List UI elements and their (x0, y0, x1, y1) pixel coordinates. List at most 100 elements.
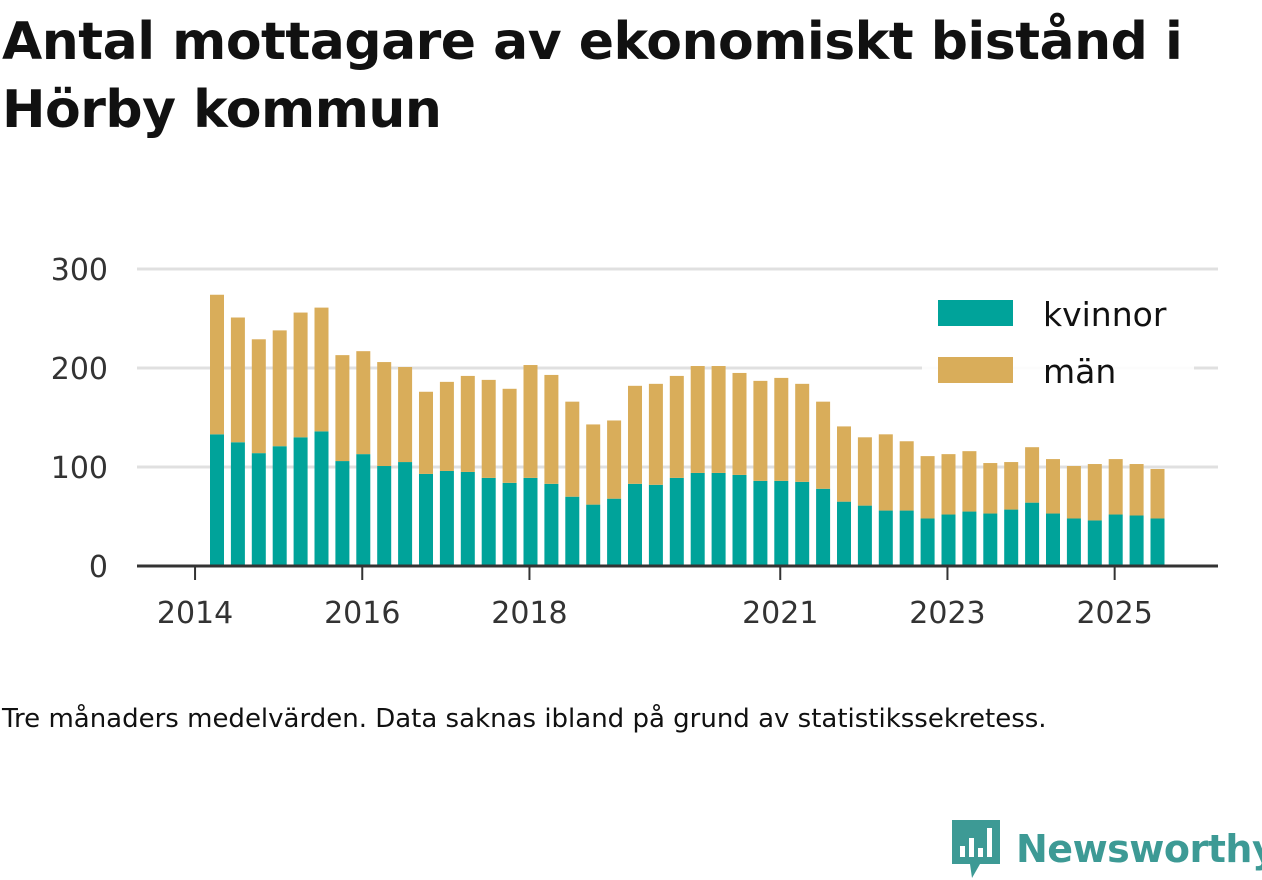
bar-kvinnor (690, 472, 705, 566)
bar-man (586, 424, 601, 505)
bar-kvinnor (628, 483, 642, 566)
chart: 2014 2016 2018 2021 2023 2025 0 100 200 300 kvin… (51, 253, 1218, 631)
bar-kvinnor (962, 511, 977, 566)
bar-kvinnor (523, 477, 538, 566)
bar-kvinnor (669, 477, 684, 566)
bar-kvinnor (335, 461, 350, 566)
bar-man (1004, 462, 1019, 510)
bar-man (460, 375, 475, 472)
bar-kvinnor (983, 513, 998, 566)
legend-label-man: män (1043, 352, 1116, 391)
bar-man (314, 307, 329, 432)
y-tick-label: 300 (51, 253, 108, 288)
bar-man (272, 330, 287, 447)
bar-man (648, 383, 663, 485)
bar-man (356, 351, 371, 455)
bar-man (628, 385, 642, 484)
bar-kvinnor (753, 480, 768, 566)
bar-man (398, 367, 413, 463)
bar-man (857, 437, 872, 506)
bar-man (1087, 464, 1102, 521)
bars (210, 294, 1165, 566)
bar-kvinnor (816, 488, 831, 566)
brand-name: Newsworthy (1016, 827, 1262, 871)
bar-man (795, 383, 810, 482)
x-axis: 2014 2016 2018 2021 2023 2025 (137, 564, 1218, 631)
bar-man (1066, 466, 1081, 519)
chart-title: Antal mottagare av ekonomiskt bistånd i … (2, 12, 1183, 140)
bar-man (837, 426, 851, 502)
bar-kvinnor (1046, 513, 1060, 566)
bar-man (878, 434, 893, 511)
brand-logo[interactable]: Newsworthy (950, 818, 1262, 880)
bar-kvinnor (837, 501, 851, 566)
bar-kvinnor (251, 453, 266, 566)
bar-kvinnor (398, 462, 413, 566)
bar-kvinnor (795, 481, 810, 566)
bar-kvinnor (920, 518, 935, 566)
x-tick-label: 2021 (742, 596, 818, 631)
bar-man (1025, 447, 1040, 503)
bar-man (962, 451, 977, 512)
bar-man (983, 463, 998, 514)
bar-man (732, 372, 747, 475)
bar-kvinnor (899, 510, 914, 566)
bar-kvinnor (356, 454, 371, 566)
bar-kvinnor (941, 514, 956, 566)
bar-kvinnor (210, 434, 224, 566)
bar-man (544, 374, 559, 484)
legend-swatch-kvinnor (938, 300, 1013, 326)
bar-kvinnor (565, 496, 580, 566)
x-tick-label: 2016 (324, 596, 400, 631)
y-tick-label: 0 (89, 550, 108, 585)
bar-kvinnor (648, 484, 663, 566)
x-tick-label: 2014 (157, 596, 233, 631)
bar-kvinnor (460, 471, 475, 566)
bar-man (669, 375, 684, 478)
bar-man (1108, 459, 1123, 515)
bar-man (753, 380, 768, 481)
y-tick-label: 200 (51, 352, 108, 387)
footnote: Tre månaders medelvärden. Data saknas ib… (2, 704, 1047, 734)
x-tick-label: 2023 (909, 596, 985, 631)
bar-man (816, 401, 831, 489)
legend-swatch-man (938, 357, 1013, 383)
bar-man (377, 362, 392, 467)
bar-man (419, 391, 433, 474)
bar-man (690, 366, 705, 473)
bar-kvinnor (544, 483, 559, 566)
bar-kvinnor (481, 477, 496, 566)
bar-man (439, 381, 454, 471)
legend-label-kvinnor: kvinnor (1043, 295, 1167, 334)
bar-man (1150, 468, 1165, 519)
bar-man (502, 388, 517, 483)
bar-kvinnor (1066, 518, 1081, 566)
x-tick-label: 2025 (1076, 596, 1152, 631)
bar-man (251, 339, 266, 454)
bar-man (565, 401, 580, 497)
bar-man (335, 355, 350, 462)
bar-man (210, 294, 224, 435)
bar-chart-speech-bubble-icon (952, 820, 1000, 878)
bar-kvinnor (774, 480, 789, 566)
bar-man (920, 456, 935, 519)
bar-kvinnor (230, 442, 245, 566)
bar-kvinnor (314, 431, 329, 566)
bar-kvinnor (586, 504, 601, 566)
bar-man (607, 420, 622, 499)
bar-man (941, 454, 956, 515)
bar-man (481, 379, 496, 478)
bar-man (523, 365, 538, 478)
bar-kvinnor (1150, 518, 1165, 566)
bar-kvinnor (857, 505, 872, 566)
bar-man (774, 377, 789, 481)
bar-kvinnor (711, 472, 726, 566)
bar-kvinnor (1087, 520, 1102, 566)
bar-kvinnor (878, 510, 893, 566)
bar-man (293, 312, 308, 438)
y-tick-label: 100 (51, 451, 108, 486)
legend: kvinnor män (922, 288, 1194, 398)
bar-kvinnor (272, 446, 287, 566)
x-tick-label: 2018 (491, 596, 567, 631)
bar-man (1046, 459, 1060, 514)
